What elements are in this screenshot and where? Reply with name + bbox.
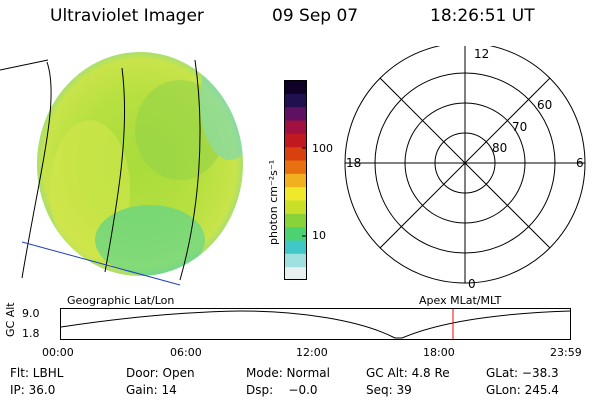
- dsp-info: Dsp: −0.0: [246, 383, 318, 397]
- colorbar-segment: [284, 120, 307, 134]
- orbit-xtick-0000: 00:00: [42, 346, 74, 359]
- lat-label-80: 80: [492, 141, 508, 155]
- mlt-label-6: 6: [576, 156, 584, 170]
- glon-info: GLon: 245.4: [486, 383, 559, 397]
- colorbar-segment: [284, 266, 307, 280]
- colorbar-segment: [284, 200, 307, 214]
- door-info: Door: Open: [126, 366, 195, 380]
- orbit-xtick-0600: 06:00: [170, 346, 202, 359]
- parallel-line: [21, 241, 181, 286]
- colorbar-segment: [284, 173, 307, 188]
- polar-plot-label: Apex MLat/MLT: [419, 294, 502, 307]
- orbit-xtick-1800: 18:00: [423, 346, 455, 359]
- colorbar-segment: [284, 226, 307, 241]
- colorbar: [284, 80, 307, 280]
- orbit-ytick-1-8: 1.8: [22, 327, 40, 340]
- observation-date: 09 Sep 07: [272, 6, 359, 26]
- colorbar-tick-100: 100: [312, 142, 333, 155]
- uv-earth-image: [0, 52, 243, 286]
- filter-info: Flt: LBHL: [10, 366, 64, 380]
- glat-info: GLat: −38.3: [486, 366, 559, 380]
- gc-alt-info: GC Alt: 4.8 Re: [366, 366, 450, 380]
- mode-info: Mode: Normal: [246, 366, 330, 380]
- meridian-line: [21, 61, 52, 279]
- colorbar-tick-10: 10: [312, 229, 326, 242]
- colorbar-segment: [284, 160, 307, 174]
- observation-time: 18:26:51 UT: [430, 6, 535, 26]
- orbit-ytick-9: 9.0: [22, 307, 40, 320]
- meridian-line: [179, 59, 201, 281]
- orbit-ylabel: GC Alt: [4, 302, 17, 337]
- mlt-label-0: 0: [468, 277, 476, 291]
- ip-info: IP: 36.0: [10, 383, 56, 397]
- lat-label-60: 60: [537, 98, 553, 112]
- earth-image-label: Geographic Lat/Lon: [67, 294, 175, 307]
- colorbar-segment: [284, 80, 307, 94]
- colorbar-segment: [284, 93, 307, 108]
- seq-info: Seq: 39: [366, 383, 412, 397]
- colorbar-segment: [284, 186, 307, 201]
- meridian-line: [104, 67, 126, 273]
- colorbar-unit-label: photon cm⁻²s⁻¹: [267, 159, 280, 245]
- instrument-title: Ultraviolet Imager: [50, 6, 204, 26]
- colorbar-segment: [284, 106, 307, 121]
- mlt-label-12: 12: [474, 47, 490, 61]
- colorbar-segment: [284, 213, 307, 228]
- altitude-curve: [60, 310, 571, 339]
- orbit-xtick-1200: 12:00: [296, 346, 328, 359]
- mlt-label-18: 18: [346, 156, 362, 170]
- orbit-altitude-plot: [60, 308, 571, 340]
- colorbar-segment: [284, 253, 307, 268]
- orbit-xtick-2359: 23:59: [550, 346, 582, 359]
- colorbar-segment: [284, 133, 307, 148]
- polar-plot: [344, 46, 586, 284]
- colorbar-segment: [284, 240, 307, 254]
- parallel-line: [0, 59, 49, 71]
- colorbar-segment: [284, 146, 307, 161]
- lat-label-70: 70: [512, 120, 528, 134]
- gain-info: Gain: 14: [126, 383, 177, 397]
